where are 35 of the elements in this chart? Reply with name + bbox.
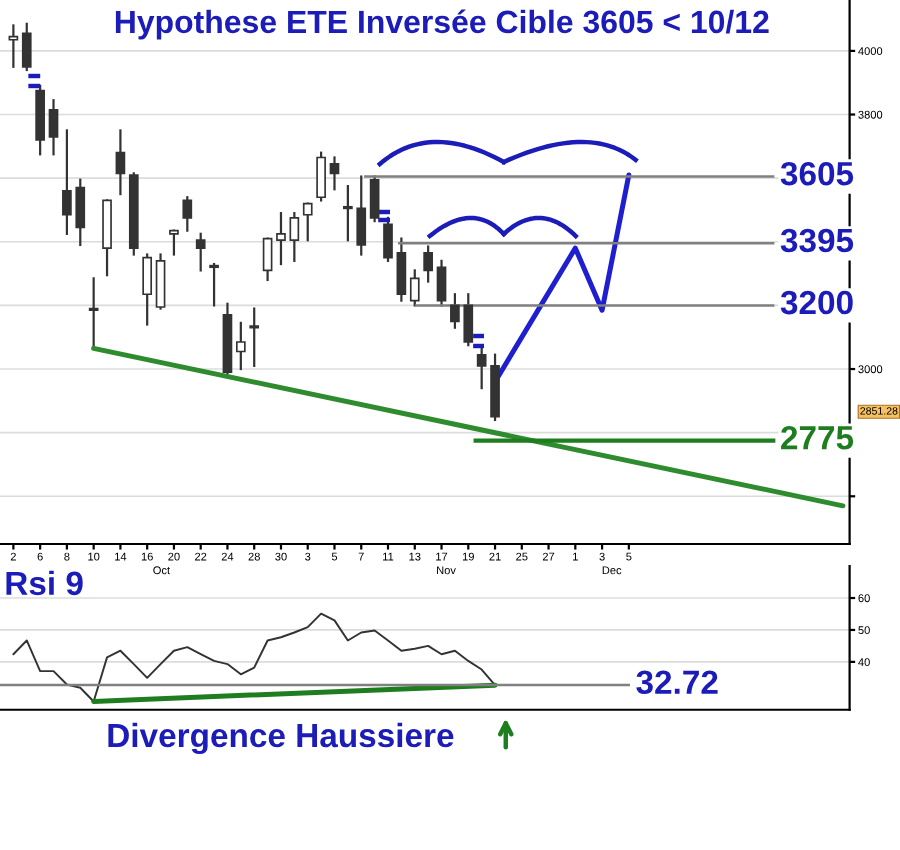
candlestick xyxy=(369,175,380,223)
ref-line-label: 32.72 xyxy=(636,670,718,695)
candlestick xyxy=(115,129,126,196)
candlestick xyxy=(409,269,420,307)
candlestick xyxy=(262,237,273,282)
text: Divergence Haussiere xyxy=(108,722,454,755)
candlestick xyxy=(21,22,32,72)
candlestick xyxy=(142,253,153,326)
candlestick xyxy=(302,202,313,242)
candlestick xyxy=(182,196,193,232)
ref-line-label: 3605 xyxy=(780,161,854,186)
candlestick xyxy=(169,229,179,256)
candlestick xyxy=(289,212,300,262)
candlestick xyxy=(209,262,219,307)
candlestick xyxy=(235,321,246,371)
candlestick xyxy=(383,216,393,262)
line-series xyxy=(12,612,497,703)
candlestick xyxy=(48,99,59,156)
candlestick xyxy=(436,259,447,307)
candlestick xyxy=(88,277,99,350)
candlestick xyxy=(8,24,19,68)
chart-title: Rsi 9 xyxy=(6,570,83,596)
candlestick xyxy=(329,156,340,191)
ref-line-label: 3200 xyxy=(780,290,853,315)
candlestick xyxy=(249,307,260,367)
candlestick xyxy=(316,151,326,202)
candlestick xyxy=(155,253,166,310)
candlestick xyxy=(195,232,206,272)
chart-title: Hypothese ETE Inversée Cible 3605 < 10/12 xyxy=(115,9,769,40)
candlestick xyxy=(276,212,286,266)
candlestick xyxy=(102,199,112,277)
ref-line-label: 2775 xyxy=(781,425,854,450)
candlestick xyxy=(396,237,407,302)
ref-line-label: 3395 xyxy=(780,228,854,253)
candlestick xyxy=(423,245,433,283)
